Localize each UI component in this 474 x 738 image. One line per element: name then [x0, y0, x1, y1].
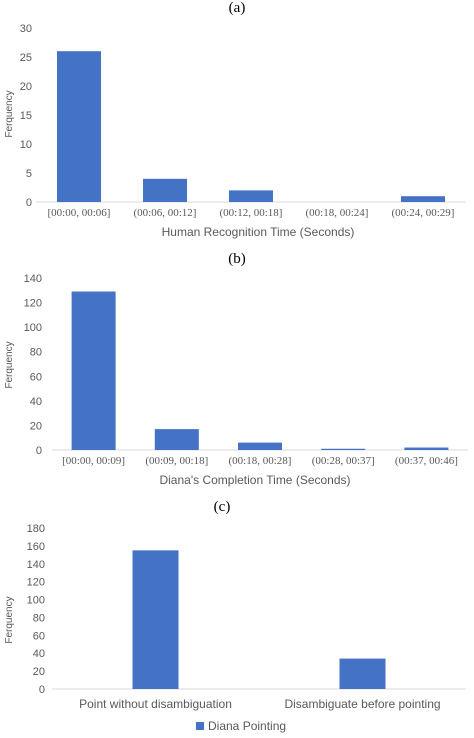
- y-tick-label: 80: [33, 612, 45, 624]
- category-label: (00:18, 00:28]: [229, 455, 292, 467]
- y-tick-label: 140: [27, 559, 45, 571]
- category-labels-a: [00:00, 00:06] (00:06, 00:12] (00:12, 00:1…: [48, 207, 455, 219]
- bar: [71, 291, 116, 450]
- y-tick-label: 160: [27, 541, 45, 553]
- y-tick-label: 10: [20, 139, 32, 151]
- category-label: (00:24, 00:29]: [392, 207, 455, 219]
- bar: [132, 550, 179, 689]
- y-tick-label: 0: [26, 197, 32, 209]
- y-axis-title-b: Ferquency: [4, 341, 15, 388]
- x-axis-title-a: Human Recognition Time (Seconds): [162, 225, 355, 239]
- bars-c: [132, 550, 386, 689]
- y-ticks-b: 0 20 40 60 80 100 120 140: [24, 273, 42, 457]
- category-label: [00:00, 00:09]: [62, 455, 125, 467]
- y-ticks-a: 0 5 10 15 20 25 30: [20, 23, 32, 209]
- y-tick-label: 15: [20, 110, 32, 122]
- y-tick-label: 40: [30, 396, 42, 408]
- bar: [229, 190, 273, 202]
- panel-label-c: (c): [214, 499, 231, 515]
- y-axis-title-a: Ferquency: [4, 90, 15, 137]
- y-tick-label: 80: [30, 347, 42, 359]
- y-tick-label: 30: [20, 23, 32, 35]
- legend: Diana Pointing: [196, 719, 286, 733]
- x-axis-title-b: Diana's Completion Time (Seconds): [159, 473, 350, 487]
- category-label: (00:06, 00:12]: [134, 207, 197, 219]
- bar: [339, 658, 386, 689]
- y-tick-label: 5: [26, 168, 32, 180]
- legend-label: Diana Pointing: [208, 719, 286, 733]
- chart-c: (c) Ferquency 0 20 40 60 80 100 120 140 160 180 P…: [4, 499, 466, 733]
- y-tick-label: 140: [24, 273, 42, 285]
- y-axis-title-c: Ferquency: [4, 596, 15, 643]
- panel-label-b: (b): [228, 251, 246, 267]
- category-labels-c: Point without disambiguation Disambiguate…: [79, 697, 440, 711]
- bar: [143, 178, 187, 202]
- bar: [154, 429, 199, 450]
- bar: [401, 196, 445, 202]
- category-label: Disambiguate before pointing: [284, 697, 440, 711]
- category-labels-b: [00:00, 00:09] (00:09, 00:18] (00:18, 00:2…: [62, 455, 458, 467]
- y-tick-label: 100: [27, 595, 45, 607]
- chart-a: (a) Ferquency 0 5 10 15 20 25 30 [00:00, 00:06…: [4, 0, 466, 239]
- y-tick-label: 60: [33, 630, 45, 642]
- panel-label-a: (a): [229, 0, 246, 16]
- legend-swatch: [196, 722, 204, 730]
- y-ticks-c: 0 20 40 60 80 100 120 140 160 180: [27, 523, 45, 696]
- bar: [404, 447, 449, 450]
- y-tick-label: 120: [27, 577, 45, 589]
- bar: [321, 448, 366, 450]
- y-tick-label: 120: [24, 298, 42, 310]
- y-tick-label: 20: [30, 420, 42, 432]
- y-tick-label: 0: [36, 445, 42, 457]
- y-tick-label: 180: [27, 523, 45, 535]
- category-label: (00:18, 00:24]: [306, 207, 369, 219]
- bar: [57, 51, 101, 203]
- y-tick-label: 20: [33, 666, 45, 678]
- y-tick-label: 25: [20, 52, 32, 64]
- y-tick-label: 100: [24, 322, 42, 334]
- category-label: (00:37, 00:46]: [395, 455, 458, 467]
- category-label: (00:12, 00:18]: [220, 207, 283, 219]
- chart-b: (b) Ferquency 0 20 40 60 80 100 120 140 [00:00,…: [4, 251, 468, 487]
- y-tick-label: 0: [39, 684, 45, 696]
- category-label: (00:28, 00:37]: [312, 455, 375, 467]
- y-tick-label: 40: [33, 648, 45, 660]
- category-label: (00:09, 00:18]: [145, 455, 208, 467]
- category-label: Point without disambiguation: [79, 697, 232, 711]
- bar: [238, 442, 282, 450]
- y-tick-label: 20: [20, 81, 32, 93]
- bars-b: [71, 291, 449, 450]
- y-tick-label: 60: [30, 371, 42, 383]
- bars-a: [57, 51, 445, 203]
- category-label: [00:00, 00:06]: [48, 207, 111, 219]
